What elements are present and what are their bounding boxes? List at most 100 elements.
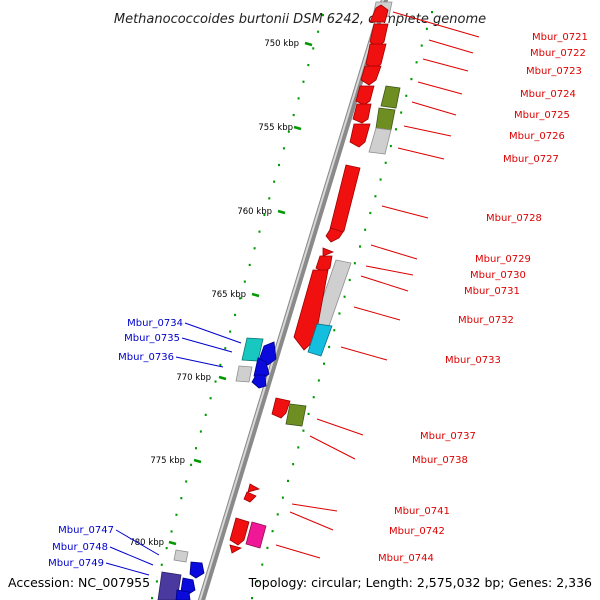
ring-dot: [243, 280, 246, 283]
gene-feature: [322, 247, 335, 257]
ring-dot: [307, 412, 310, 416]
ring-dot: [328, 345, 331, 349]
gene-label: Mbur_0735: [124, 333, 180, 344]
gene-label: Mbur_0726: [509, 131, 565, 142]
gene-feature: [247, 483, 261, 493]
ring-dot: [317, 379, 320, 382]
ring-dot: [155, 580, 158, 583]
ring-dot: [389, 144, 392, 148]
ring-dot: [160, 563, 163, 566]
ring-dot: [395, 128, 397, 131]
map-title: Methanococcoides burtonii DSM 6242, comp…: [114, 12, 486, 27]
ring-dot: [170, 530, 173, 533]
gene-leader-line: [316, 418, 364, 436]
gene-feature: [173, 549, 189, 563]
gene-leader-line: [360, 275, 409, 292]
ring-dot: [359, 245, 361, 248]
ring-dot: [258, 230, 261, 233]
gene-leader-line: [428, 39, 474, 54]
ring-dot: [268, 197, 271, 200]
gene-feature: [229, 517, 250, 546]
tick-label: 750 kbp: [264, 39, 299, 49]
gene-label: Mbur_0724: [520, 89, 576, 100]
tick-mark: [277, 209, 286, 215]
ring-dot: [302, 429, 305, 432]
gene-leader-line: [109, 546, 154, 566]
ring-dot: [302, 80, 305, 83]
tick-label: 775 kbp: [150, 456, 185, 466]
ring-dot: [343, 295, 346, 298]
ring-dot: [297, 446, 300, 449]
gene-leader-line: [181, 337, 233, 353]
ring-dot: [165, 547, 168, 550]
tick-label: 770 kbp: [176, 373, 211, 383]
gene-label: Mbur_0749: [48, 558, 104, 569]
ring-dot: [282, 147, 285, 150]
tick-label: 760 kbp: [237, 207, 272, 217]
ring-dot: [229, 330, 232, 333]
ring-dot: [214, 380, 217, 383]
tick-layer: 750 kbp 755 kbp 760 kbp 765 kbp 770 kbp 775 k…: [129, 39, 313, 548]
ring-dot: [224, 347, 227, 350]
gene-feature: [243, 491, 257, 503]
ring-dot: [317, 30, 320, 33]
ring-dot: [175, 513, 178, 516]
ring-dot: [425, 27, 428, 30]
gene-label: Mbur_0725: [514, 110, 570, 121]
gene-label: Mbur_0747: [58, 525, 114, 536]
dotted-ring-layer: [151, 11, 433, 600]
gene-label: Mbur_0744: [378, 553, 434, 564]
gene-leader-line: [370, 244, 418, 260]
ring-dot: [190, 463, 193, 466]
gene-leader-line: [392, 11, 480, 38]
label-leader-layer: [105, 11, 480, 576]
ring-dot: [297, 97, 300, 100]
gene-feature-layer: [157, 1, 401, 600]
gene-feature: [352, 103, 372, 124]
ring-dot: [415, 61, 418, 64]
ring-dot: [261, 563, 264, 566]
ring-dot: [271, 530, 274, 533]
gene-feature: [349, 123, 371, 148]
gene-leader-line: [289, 511, 334, 531]
gene-feature: [251, 374, 267, 389]
gene-feature: [293, 269, 329, 351]
gene-label: Mbur_0742: [389, 526, 445, 537]
ring-dot: [238, 297, 241, 300]
gene-label: Mbur_0727: [503, 154, 559, 165]
tick-mark: [218, 375, 227, 381]
gene-label-layer: Mbur_0721 Mbur_0722 Mbur_0723 Mbur_0724 Mbur…: [48, 32, 588, 569]
ring-dot: [431, 11, 433, 14]
genome-backbone: [197, 0, 389, 600]
gene-label: Mbur_0738: [412, 455, 468, 466]
ring-dot: [322, 14, 324, 17]
ring-dot: [251, 597, 253, 600]
gene-feature: [360, 65, 382, 86]
tick-label: 780 kbp: [129, 538, 164, 548]
gene-label: Mbur_0737: [420, 431, 476, 442]
gene-feature: [235, 365, 253, 383]
tick-mark: [251, 292, 260, 298]
ring-dot: [219, 363, 222, 366]
gene-label: Mbur_0730: [470, 270, 526, 281]
gene-feature: [375, 107, 396, 131]
tick-label: 755 kbp: [258, 123, 293, 133]
gene-feature: [175, 589, 191, 600]
gene-label: Mbur_0728: [486, 213, 542, 224]
gene-label: Mbur_0741: [394, 506, 450, 517]
gene-leader-line: [340, 346, 388, 361]
ring-dot: [266, 546, 269, 549]
ring-dot: [276, 513, 279, 516]
gene-leader-line: [365, 265, 414, 276]
gene-label: Mbur_0734: [127, 318, 183, 329]
ring-dot: [333, 329, 336, 332]
gene-feature: [245, 521, 267, 549]
ring-dot: [307, 63, 310, 67]
ring-dot: [281, 496, 284, 499]
ring-dot: [287, 479, 289, 482]
ring-dot: [204, 413, 207, 416]
gene-leader-line: [417, 81, 463, 95]
ring-dot: [292, 113, 295, 117]
gene-leader-line: [403, 125, 452, 137]
gene-leader-line: [397, 147, 445, 160]
